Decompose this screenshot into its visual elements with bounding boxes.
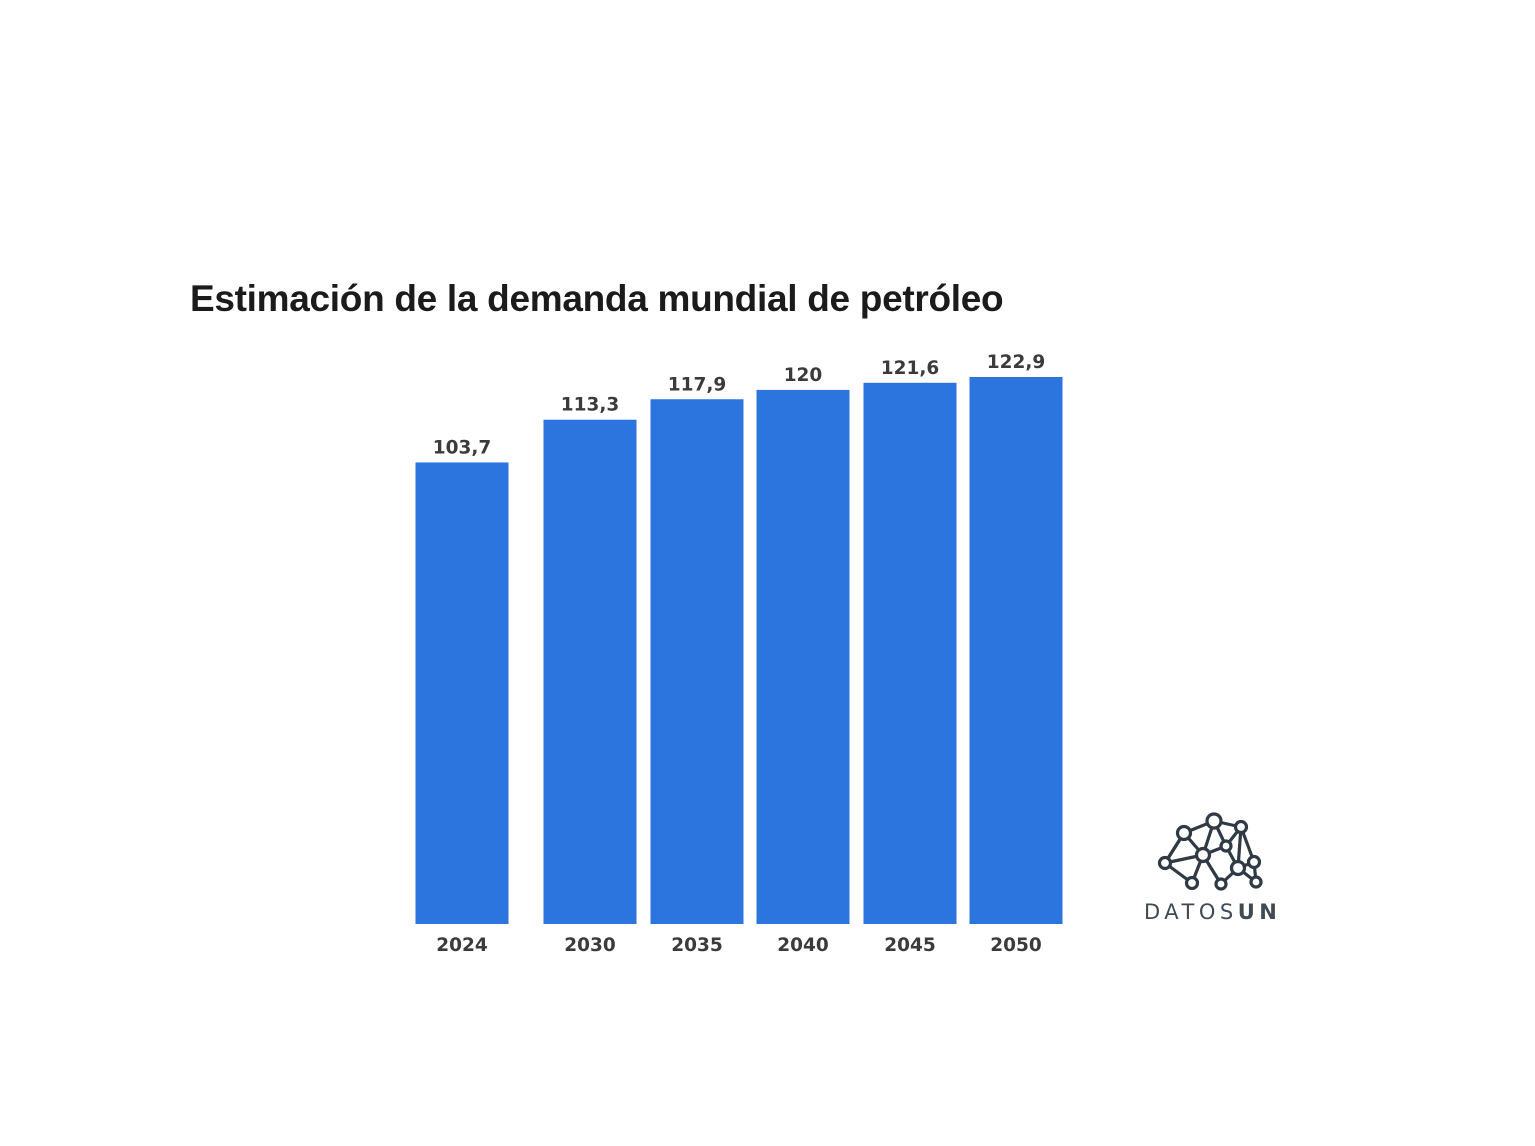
x-tick-label-2040: 2040 xyxy=(777,935,829,956)
logo-text-strong: UN xyxy=(1237,900,1282,924)
x-tick-label-2045: 2045 xyxy=(884,935,936,956)
value-label-2040: 120 xyxy=(784,365,823,386)
logo-wordmark: DATOSUN xyxy=(1144,900,1281,924)
value-label-2024: 103,7 xyxy=(433,437,492,458)
bar-2045 xyxy=(863,382,957,924)
value-label-2045: 121,6 xyxy=(881,358,940,379)
network-brain-icon xyxy=(1157,812,1263,891)
x-axis-tick-labels: 2024 2030 2035 2040 2045 2050 xyxy=(436,935,1042,956)
bar-2050 xyxy=(969,377,1063,924)
value-labels-layer: 103,7 113,3 117,9 120 121,6 122,9 xyxy=(433,352,1046,458)
datosun-logo: DATOSUN xyxy=(1140,810,1290,930)
value-label-2035: 117,9 xyxy=(668,374,727,395)
x-tick-label-2035: 2035 xyxy=(671,935,723,956)
value-label-2030: 113,3 xyxy=(561,395,620,416)
bar-2040 xyxy=(756,389,850,924)
bar-2030 xyxy=(543,419,637,924)
x-tick-label-2024: 2024 xyxy=(436,935,488,956)
bar-2035 xyxy=(650,399,744,924)
bar-2024 xyxy=(415,462,509,924)
chart-title: Estimación de la demanda mundial de petr… xyxy=(190,278,1004,319)
x-tick-label-2030: 2030 xyxy=(564,935,616,956)
x-tick-label-2050: 2050 xyxy=(990,935,1042,956)
logo-text-light: DATOS xyxy=(1144,900,1238,924)
bars-layer xyxy=(415,377,1063,924)
value-label-2050: 122,9 xyxy=(987,352,1046,373)
